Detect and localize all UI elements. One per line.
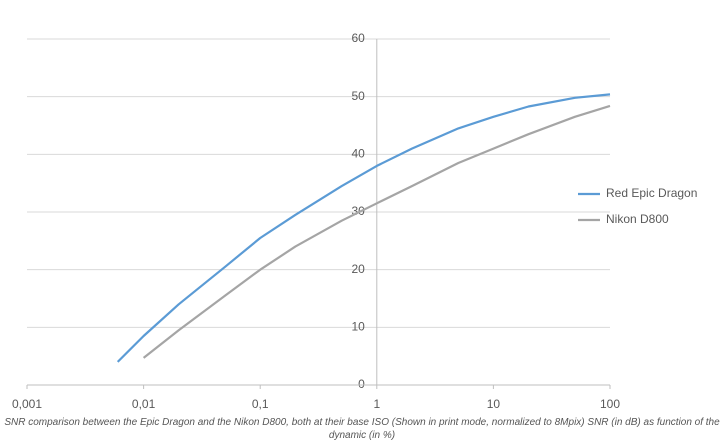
x-tick-label: 0,01: [132, 397, 156, 411]
series-line: [116, 93, 611, 363]
x-tick-label: 100: [600, 397, 620, 411]
x-tick-label: 10: [487, 397, 501, 411]
y-tick-label: 60: [351, 31, 365, 45]
y-tick-label: 20: [351, 262, 365, 276]
legend-label: Nikon D800: [606, 212, 669, 226]
y-tick-label: 50: [351, 89, 365, 103]
chart-caption: SNR comparison between the Epic Dragon a…: [4, 417, 720, 441]
x-tick-label: 0,001: [12, 397, 42, 411]
x-tick-label: 1: [373, 397, 380, 411]
y-tick-label: 40: [351, 147, 365, 161]
series-line: [142, 104, 611, 359]
legend-label: Red Epic Dragon: [606, 186, 697, 200]
x-tick-label: 0,1: [252, 397, 269, 411]
y-tick-label: 0: [358, 377, 365, 391]
y-tick-label: 10: [351, 320, 365, 334]
